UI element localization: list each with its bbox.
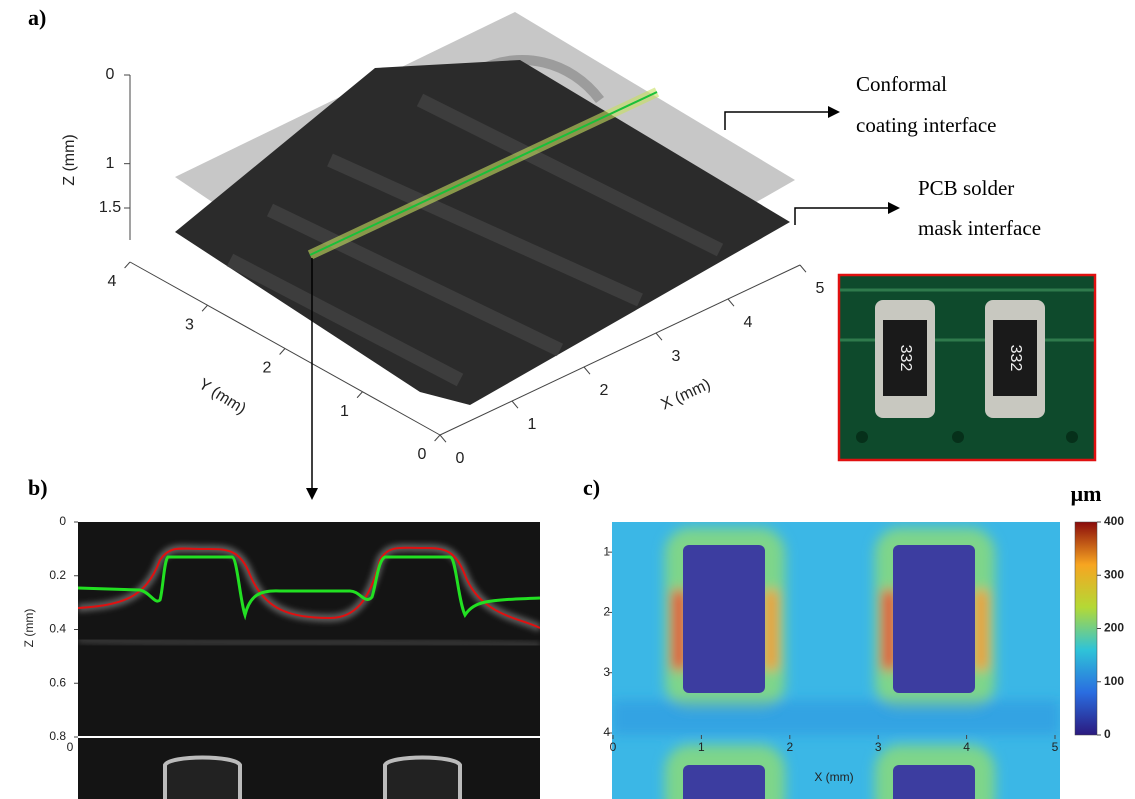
panel-label: b) [28, 475, 48, 500]
arrowhead [888, 202, 900, 214]
tick [728, 299, 734, 306]
figure: 332 332 a) Z (mm) Y (mm) X (mm) Conforma… [0, 0, 1135, 799]
y-tick-label: 2 [603, 605, 610, 619]
low-band [612, 700, 1060, 735]
colorbar-tick-label: 200 [1104, 621, 1124, 635]
bscan-background [78, 522, 540, 799]
panel-label: a) [28, 5, 46, 30]
tick [357, 392, 362, 398]
tick-label: 1 [528, 416, 537, 433]
component-region [893, 545, 975, 693]
inset-photo: 332 332 [839, 275, 1095, 460]
colorbar-tick-label: 100 [1104, 674, 1124, 688]
tick [800, 265, 806, 272]
tick-label: 0 [418, 446, 427, 463]
y-tick-label: 0.2 [49, 568, 66, 582]
tick-label: 3 [185, 316, 194, 333]
resistor-marking: 332 [1007, 345, 1024, 372]
component-region [893, 765, 975, 799]
arrow [795, 208, 890, 225]
annotation: coating interface [856, 113, 997, 137]
panel-label: c) [583, 475, 600, 500]
panel-a-surfaces [130, 12, 900, 500]
heatmap [612, 522, 1060, 799]
x-tick-label: 2 [786, 740, 793, 754]
y-tick-label: 1 [603, 544, 610, 558]
x-tick-label: 5 [1052, 740, 1059, 754]
hot-edge [764, 590, 778, 670]
resistor-marking: 332 [897, 345, 914, 372]
x-tick-label: 1 [698, 740, 705, 754]
tick-label: 3 [672, 348, 681, 365]
tick [280, 349, 285, 355]
tick [125, 262, 130, 268]
colorbar-title: μm [1071, 481, 1102, 506]
component-region [683, 545, 765, 693]
tick-label: 5 [816, 280, 825, 297]
x-tick-label: 4 [963, 740, 970, 754]
arrowhead [306, 488, 318, 500]
y-tick-label: 0.4 [49, 622, 66, 636]
colorbar [1075, 522, 1097, 735]
tick [202, 305, 207, 311]
x-tick-label: 3 [875, 740, 882, 754]
axis-label: X (mm) [659, 376, 714, 414]
tick-label: 4 [744, 314, 753, 331]
colorbar-tick-label: 400 [1104, 514, 1124, 528]
colorbar-tick-label: 0 [1104, 727, 1111, 741]
x-tick-label: 0 [610, 740, 617, 754]
tick-label: 2 [263, 360, 272, 377]
arrow [725, 112, 830, 130]
tick-label: 1 [106, 155, 115, 172]
y-tick-label: 4 [603, 725, 610, 739]
y-tick-label: 0.8 [49, 729, 66, 743]
component-region [683, 765, 765, 799]
arrowhead [828, 106, 840, 118]
tick-label: 1.5 [99, 199, 121, 216]
tick [656, 333, 662, 340]
y-tick-label: 0 [59, 514, 66, 528]
x-tick-label: 0 [67, 740, 74, 754]
annotation: mask interface [918, 216, 1041, 240]
tick [584, 367, 590, 374]
y-tick-label: 3 [603, 665, 610, 679]
tick [435, 435, 440, 441]
tick [512, 401, 518, 408]
axis-label: Z (mm) [22, 609, 36, 648]
via [856, 431, 868, 443]
bright-band [78, 640, 540, 645]
tick-label: 2 [600, 382, 609, 399]
axis-label: Z (mm) [61, 134, 78, 186]
hot-edge [974, 590, 988, 670]
tick-label: 0 [456, 450, 465, 467]
colorbar-tick-label: 300 [1104, 567, 1124, 581]
y-tick-label: 0.6 [49, 675, 66, 689]
tick-label: 0 [106, 66, 115, 83]
tick [440, 435, 446, 442]
axis-label: X (mm) [814, 770, 853, 784]
axis-label: Y (mm) [196, 376, 249, 418]
annotation: PCB solder [918, 176, 1014, 200]
tick-label: 4 [108, 273, 117, 290]
via [1066, 431, 1078, 443]
via [952, 431, 964, 443]
tick-label: 1 [340, 403, 349, 420]
bscan-image [78, 522, 540, 799]
annotation: Conformal [856, 72, 947, 96]
